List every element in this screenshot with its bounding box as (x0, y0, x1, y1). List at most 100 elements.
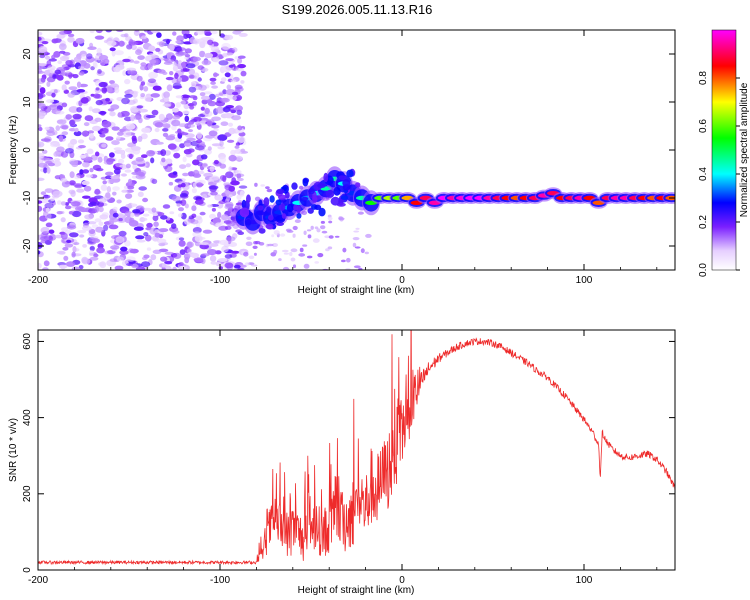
noise-speckle (204, 107, 210, 115)
signal-blob (342, 179, 351, 188)
noise-speckle (267, 243, 274, 247)
signal-blob (346, 169, 354, 178)
noise-speckle (152, 85, 162, 91)
noise-speckle (248, 255, 255, 260)
noise-speckle (92, 164, 102, 171)
noise-speckle (307, 234, 312, 239)
noise-speckle (358, 267, 363, 270)
noise-speckle (45, 55, 50, 60)
signal-blob (269, 195, 275, 203)
noise-speckle (77, 139, 85, 144)
noise-speckle (124, 78, 131, 85)
noise-speckle (292, 264, 297, 269)
noise-speckle (59, 50, 66, 54)
x-tick-label: 0 (399, 575, 405, 586)
noise-speckle (64, 71, 72, 75)
noise-speckle (178, 261, 184, 266)
noise-speckle (148, 53, 156, 57)
noise-speckle (111, 140, 120, 146)
noise-speckle (186, 137, 196, 141)
noise-speckle (110, 175, 120, 180)
noise-speckle (240, 148, 246, 153)
signal-blob (278, 203, 286, 211)
y-tick-label: 600 (22, 333, 33, 350)
noise-speckle (171, 119, 181, 127)
noise-speckle (38, 92, 44, 100)
noise-speckle (201, 194, 208, 198)
noise-speckle (112, 186, 120, 191)
noise-speckle (184, 115, 190, 123)
noise-speckle (179, 132, 189, 136)
noise-speckle (90, 66, 95, 71)
noise-speckle (321, 230, 328, 234)
noise-speckle (237, 267, 245, 270)
noise-speckle (238, 32, 248, 37)
noise-speckle (61, 232, 68, 240)
noise-speckle (234, 30, 244, 33)
noise-speckle (198, 114, 206, 118)
noise-speckle (114, 265, 124, 270)
noise-speckle (68, 211, 74, 215)
noise-speckle (294, 219, 301, 224)
noise-speckle (328, 220, 333, 224)
noise-speckle (48, 229, 55, 234)
noise-speckle (143, 86, 149, 92)
noise-speckle (132, 164, 138, 170)
noise-speckle (94, 35, 105, 40)
noise-speckle (184, 142, 191, 147)
noise-speckle (73, 183, 83, 187)
noise-speckle (171, 107, 180, 113)
noise-speckle (182, 110, 190, 115)
noise-speckle (138, 186, 147, 191)
noise-speckle (224, 34, 234, 41)
noise-speckle (71, 210, 82, 218)
signal-blob (323, 172, 329, 183)
noise-speckle (164, 261, 173, 265)
noise-speckle (211, 116, 222, 122)
noise-speckle (41, 149, 48, 154)
noise-speckle (186, 241, 193, 249)
noise-speckle (224, 262, 234, 269)
noise-speckle (129, 90, 139, 95)
noise-speckle (188, 215, 195, 220)
noise-speckle (52, 190, 63, 197)
noise-speckle (360, 248, 365, 254)
signal-blob (276, 188, 285, 194)
noise-speckle (70, 201, 81, 207)
noise-speckle (334, 235, 340, 238)
noise-speckle (237, 55, 246, 59)
noise-speckle (178, 240, 186, 247)
noise-speckle (169, 43, 175, 51)
noise-speckle (160, 149, 167, 157)
noise-speckle (137, 55, 145, 60)
noise-speckle (234, 84, 243, 90)
signal-blob (275, 199, 282, 206)
noise-speckle (144, 95, 152, 102)
noise-speckle (292, 225, 298, 231)
y-tick-label: 0 (22, 567, 33, 573)
noise-speckle (66, 239, 72, 243)
noise-speckle (82, 195, 91, 199)
noise-speckle (253, 252, 257, 256)
noise-speckle (265, 186, 270, 190)
noise-speckle (101, 120, 112, 128)
noise-speckle (192, 56, 201, 62)
noise-speckle (230, 180, 240, 186)
noise-speckle (352, 242, 357, 248)
noise-speckle (144, 30, 149, 33)
noise-speckle (38, 250, 41, 255)
noise-speckle (237, 177, 244, 182)
noise-speckle (82, 169, 90, 174)
noise-speckle (60, 217, 66, 223)
noise-speckle (165, 113, 173, 120)
noise-speckle (87, 130, 95, 134)
noise-speckle (40, 191, 47, 196)
noise-speckle (65, 261, 76, 267)
noise-speckle (213, 128, 219, 132)
noise-speckle (58, 135, 64, 142)
noise-speckle (130, 114, 136, 122)
noise-speckle (222, 175, 227, 183)
noise-speckle (203, 91, 213, 95)
noise-speckle (61, 102, 68, 108)
noise-speckle (213, 58, 220, 63)
